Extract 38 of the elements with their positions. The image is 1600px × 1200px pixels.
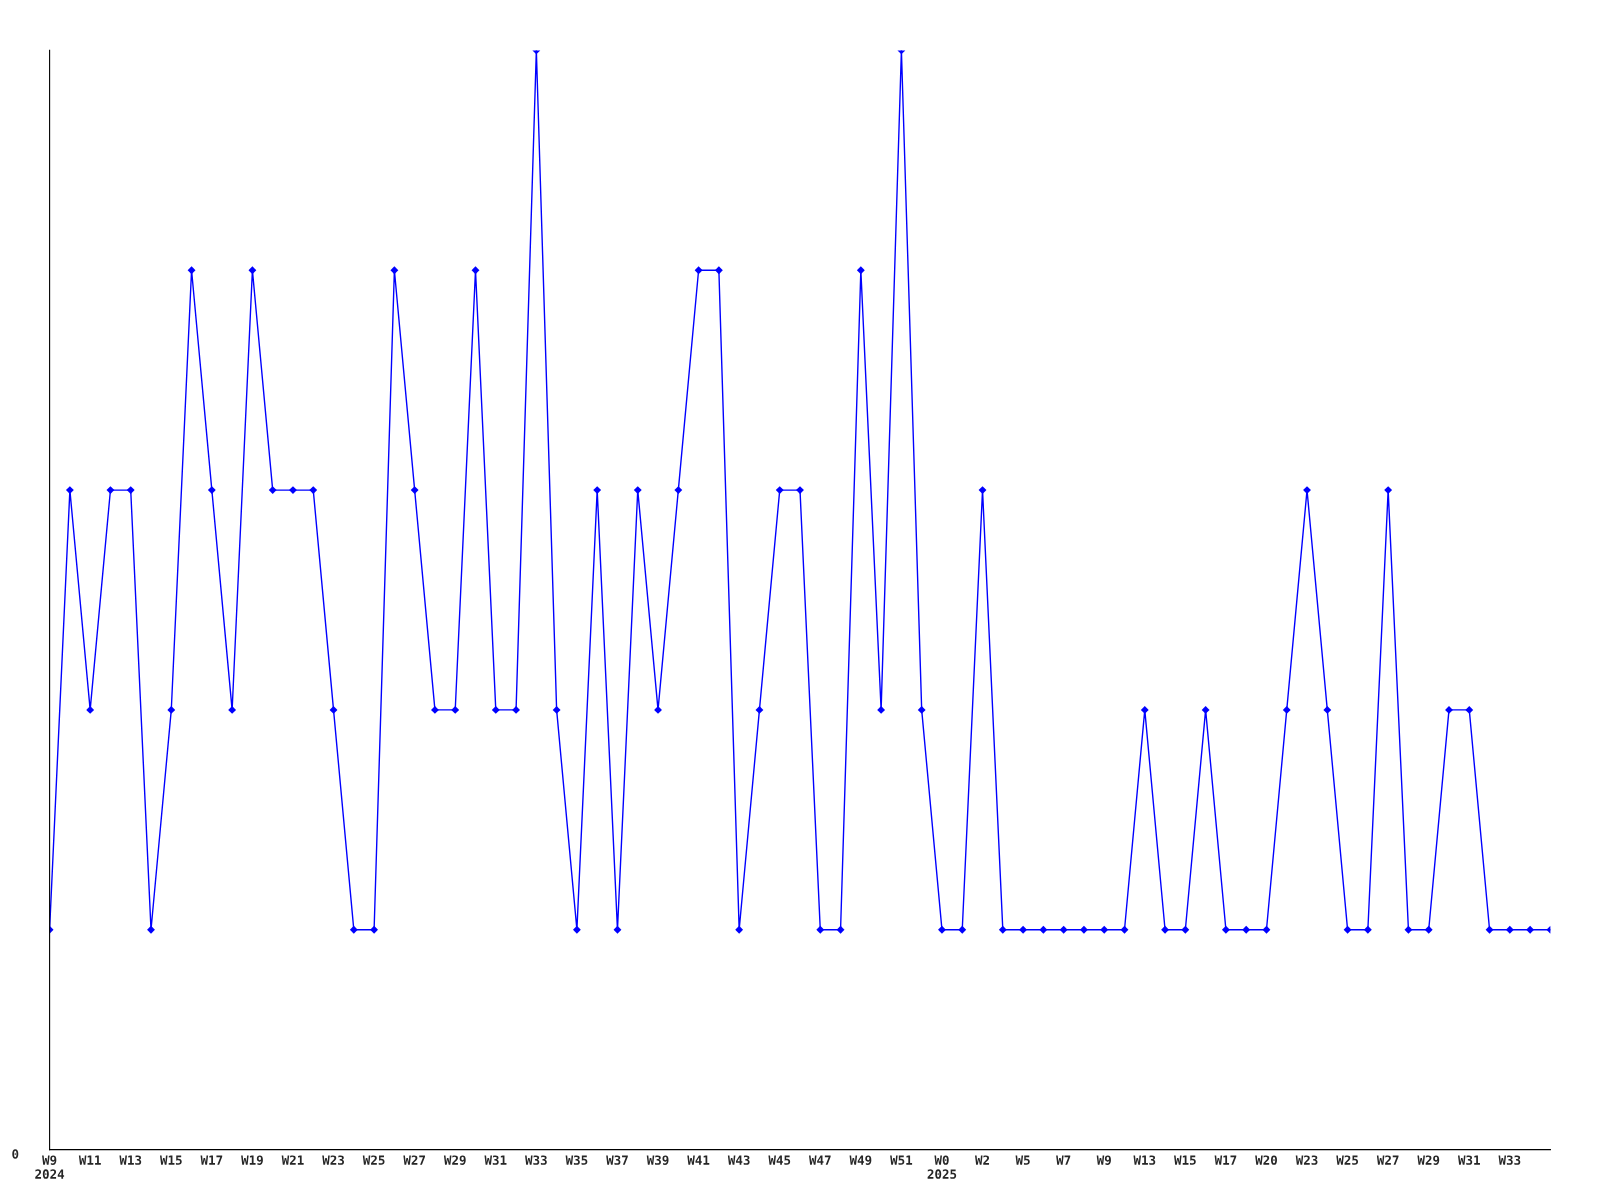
x-tick-label: W9 <box>1096 1155 1111 1165</box>
x-tick-label: W37 <box>606 1155 628 1165</box>
x-tick-label: W23 <box>1295 1155 1318 1165</box>
x-tick-label: W17 <box>1214 1155 1237 1165</box>
x-tick-label: W21 <box>281 1155 304 1165</box>
x-tick-label: W29 <box>443 1155 466 1165</box>
x-tick-label: W33 <box>1498 1155 1521 1165</box>
x-tick-label: W29 <box>1417 1155 1440 1165</box>
x-tick-label: W35 <box>565 1155 588 1165</box>
x-tick-label: W47 <box>808 1155 831 1165</box>
x-tick-label: W11 <box>78 1155 101 1165</box>
x-tick-label: W33 <box>525 1155 547 1165</box>
x-tick-label: W25 <box>1336 1155 1359 1165</box>
x-tick-label: W9 2024 <box>35 1155 65 1179</box>
x-tick-label: W23 <box>322 1155 345 1165</box>
x-tick-label: W0 2025 <box>927 1155 957 1179</box>
x-tick-label: W25 <box>362 1155 385 1165</box>
x-tick-label: W27 <box>403 1155 426 1165</box>
x-tick-label: W15 <box>1174 1155 1196 1165</box>
x-tick-label: W31 <box>484 1155 507 1165</box>
x-tick-label: W7 <box>1056 1155 1071 1165</box>
x-tick-label: W15 <box>160 1155 182 1165</box>
x-tick-label: W51 <box>890 1155 913 1165</box>
x-tick-label: W43 <box>727 1155 750 1165</box>
x-tick-label: W27 <box>1376 1155 1399 1165</box>
x-tick-label: W20 <box>1255 1155 1277 1165</box>
x-tick-label: W49 <box>849 1155 872 1165</box>
x-tick-label: W17 <box>200 1155 223 1165</box>
x-tick-label: W13 <box>1133 1155 1156 1165</box>
x-tick-label: W31 <box>1457 1155 1480 1165</box>
text: 0 <box>12 1149 19 1159</box>
x-tick-label: W39 <box>646 1155 669 1165</box>
x-tick-label: W45 <box>768 1155 791 1165</box>
x-tick-label: W13 <box>119 1155 142 1165</box>
x-tick-label: W19 <box>241 1155 263 1165</box>
x-tick-label: W41 <box>687 1155 710 1165</box>
x-tick-label: W5 <box>1015 1155 1030 1165</box>
x-tick-label: W2 <box>975 1155 990 1165</box>
